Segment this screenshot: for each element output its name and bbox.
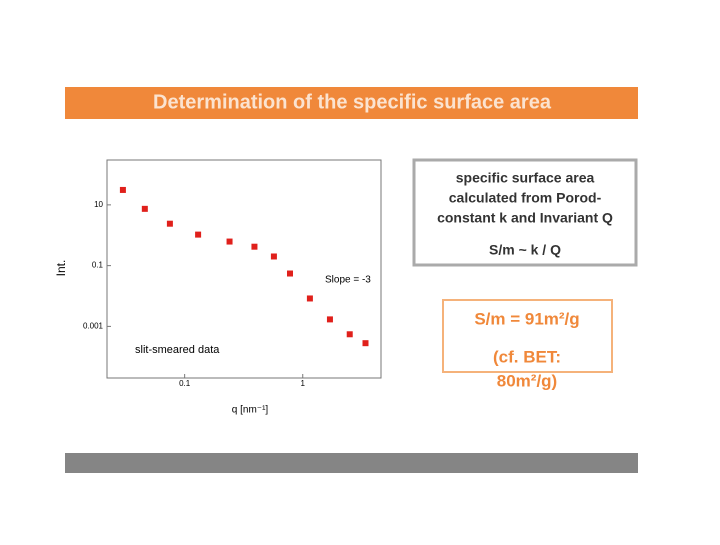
x-tick-label: 0.1 — [179, 379, 191, 388]
footer-bar — [65, 453, 638, 473]
result-box — [442, 299, 613, 373]
point — [306, 295, 313, 302]
point — [195, 231, 202, 238]
y-tick-label: 0.001 — [83, 321, 104, 330]
point — [270, 253, 277, 260]
x-axis-label: q [nm⁻¹] — [232, 405, 269, 416]
info-line: specific surface area — [456, 170, 595, 186]
y-tick-label: 0.1 — [92, 261, 104, 270]
point — [326, 316, 333, 323]
result-line: S/m = 91m²/g — [474, 309, 579, 328]
point — [166, 220, 173, 227]
slide-title: Determination of the specific surface ar… — [153, 91, 552, 113]
point — [226, 238, 233, 245]
info-line: constant k and Invariant Q — [437, 210, 613, 226]
result-line: (cf. BET: — [493, 347, 561, 366]
title-bar — [65, 87, 638, 119]
point — [362, 340, 369, 347]
plot-frame — [106, 159, 382, 379]
info-line: calculated from Porod- — [449, 190, 602, 206]
point — [286, 270, 293, 277]
y-tick-label: 10 — [94, 200, 103, 209]
point — [119, 186, 126, 193]
point — [251, 243, 258, 250]
annotation: slit-smeared data — [135, 344, 220, 356]
x-tick-label: 1 — [301, 379, 306, 388]
point — [141, 205, 148, 212]
y-axis-label: Int. — [54, 260, 68, 277]
point — [346, 331, 353, 338]
info-formula: S/m ~ k / Q — [489, 242, 561, 258]
result-line: 80m²/g) — [497, 371, 557, 390]
info-box — [412, 158, 638, 267]
annotation: Slope = -3 — [325, 275, 371, 286]
